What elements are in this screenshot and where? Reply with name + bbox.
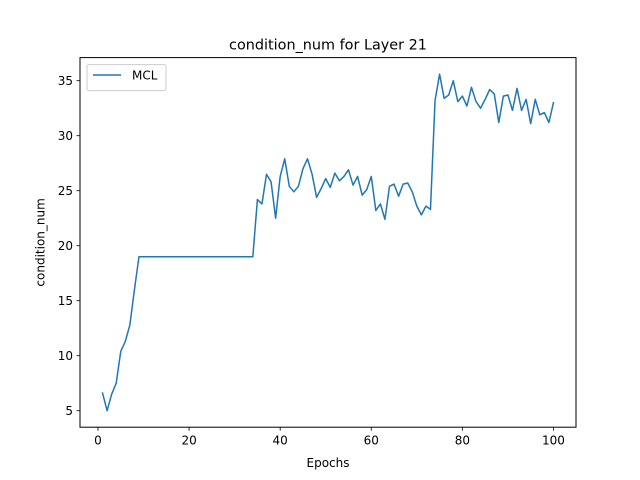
legend: MCL bbox=[86, 64, 167, 92]
y-tick-label: 15 bbox=[58, 294, 73, 308]
x-tick-label: 20 bbox=[181, 434, 196, 448]
y-tick-label: 10 bbox=[58, 349, 73, 363]
x-tick-label: 100 bbox=[542, 434, 565, 448]
y-tick-label: 25 bbox=[58, 184, 73, 198]
legend-frame bbox=[86, 64, 167, 92]
axes-background bbox=[80, 57, 576, 428]
y-axis-label: condition_num bbox=[34, 198, 48, 286]
series-line-mcl bbox=[101, 73, 555, 412]
legend-label-mcl: MCL bbox=[132, 69, 158, 83]
x-axis-ticks: 0 20 40 60 80 100 bbox=[94, 427, 565, 448]
y-tick-label: 20 bbox=[58, 239, 73, 253]
x-tick-label: 40 bbox=[273, 434, 288, 448]
x-axis-label: Epochs bbox=[307, 456, 350, 470]
x-tick-label: 80 bbox=[455, 434, 470, 448]
y-tick-label: 5 bbox=[65, 404, 73, 418]
y-tick-label: 35 bbox=[58, 74, 73, 88]
chart-title: condition_num for Layer 21 bbox=[229, 38, 427, 54]
series-layer bbox=[101, 73, 555, 412]
x-tick-label: 0 bbox=[94, 434, 102, 448]
y-tick-label: 30 bbox=[58, 129, 73, 143]
y-axis-ticks: 5 10 15 20 25 30 35 bbox=[58, 74, 80, 418]
axes-frame bbox=[79, 57, 577, 428]
plot-area bbox=[79, 57, 577, 428]
x-tick-label: 60 bbox=[364, 434, 379, 448]
